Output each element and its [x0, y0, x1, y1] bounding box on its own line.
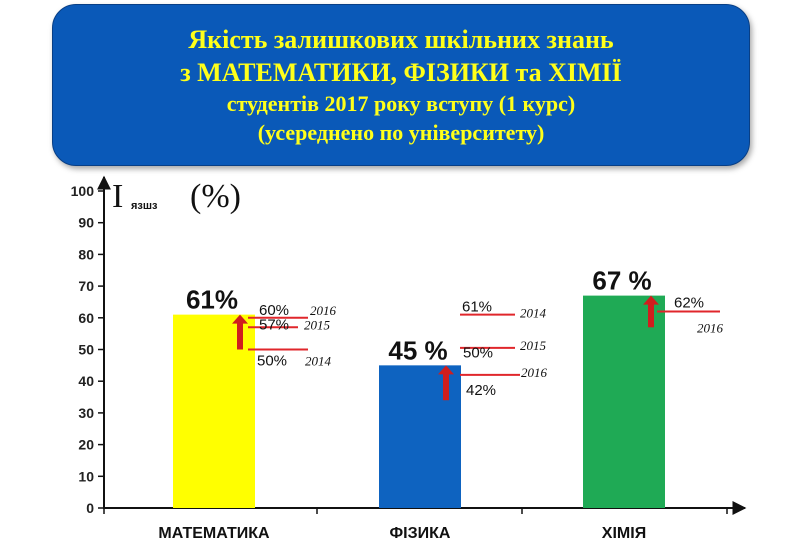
y-axis-label-main: I	[112, 178, 123, 215]
bar	[583, 295, 665, 508]
title-line-4: (усереднено по університету)	[257, 120, 545, 145]
bar-value-label: 67 %	[592, 266, 651, 296]
growth-arrow-chemistry	[643, 295, 659, 328]
ref-value-math-2016: 60%	[259, 302, 289, 319]
category-label: МАТЕМАТИКА	[158, 525, 270, 542]
ref-year-physics-2015: 2015	[520, 338, 547, 353]
ref-year-math-2016: 2016	[310, 303, 337, 318]
ref-value-math-2015: 57%	[259, 316, 289, 333]
y-axis-label-unit: (%)	[190, 178, 241, 215]
y-tick-label: 40	[78, 373, 94, 389]
ref-value-chemistry-2016: 62%	[674, 294, 704, 311]
y-tick-label: 10	[78, 468, 94, 484]
ref-value-physics-2014: 61%	[462, 299, 492, 316]
ref-year-math-2015: 2015	[304, 317, 331, 332]
y-tick-label: 60	[78, 310, 94, 326]
growth-arrow-physics-shaft	[443, 372, 449, 401]
y-tick-label: 50	[78, 342, 94, 358]
ref-year-chemistry-2016: 2016	[697, 320, 724, 335]
y-tick-label: 100	[71, 183, 95, 199]
y-tick-label: 0	[86, 500, 94, 516]
y-tick-label: 70	[78, 278, 94, 294]
growth-arrow-physics-head	[438, 365, 454, 375]
ref-value-physics-2016: 42%	[466, 382, 496, 399]
growth-arrow-math	[232, 314, 248, 350]
growth-arrow-chemistry-shaft	[648, 302, 654, 328]
chart-bars	[173, 295, 665, 508]
growth-arrow-math-head	[232, 314, 248, 324]
title-line-2: з МАТЕМАТИКИ, ФІЗИКИ та ХІМІЇ	[180, 58, 622, 87]
growth-arrow-math-shaft	[237, 321, 243, 350]
bar-value-label: 45 %	[388, 335, 447, 365]
growth-arrow-chemistry-head	[643, 295, 659, 305]
category-label: ХІМІЯ	[602, 525, 646, 542]
ref-year-math-2014: 2014	[305, 354, 332, 369]
y-tick-label: 90	[78, 215, 94, 231]
title-line-1: Якість залишкових шкільних знань	[188, 25, 614, 54]
y-axis-label-sub: язшз	[131, 200, 158, 212]
title-banner: Якість залишкових шкільних знань з МАТЕМ…	[52, 4, 750, 166]
chart-reference-marks	[232, 295, 720, 401]
growth-arrow-physics	[438, 365, 454, 401]
ref-value-math-2014: 50%	[257, 353, 287, 370]
ref-year-physics-2014: 2014	[520, 306, 547, 321]
title-line-3: студентів 2017 року вступу (1 курс)	[226, 91, 576, 116]
bar-value-label: 61%	[186, 285, 238, 315]
y-tick-label: 20	[78, 437, 94, 453]
y-tick-label: 30	[78, 405, 94, 421]
ref-value-physics-50: 50%	[463, 345, 493, 362]
category-label: ФІЗИКА	[390, 525, 451, 542]
y-tick-label: 80	[78, 246, 94, 262]
ref-year-physics-2016: 2016	[521, 365, 548, 380]
